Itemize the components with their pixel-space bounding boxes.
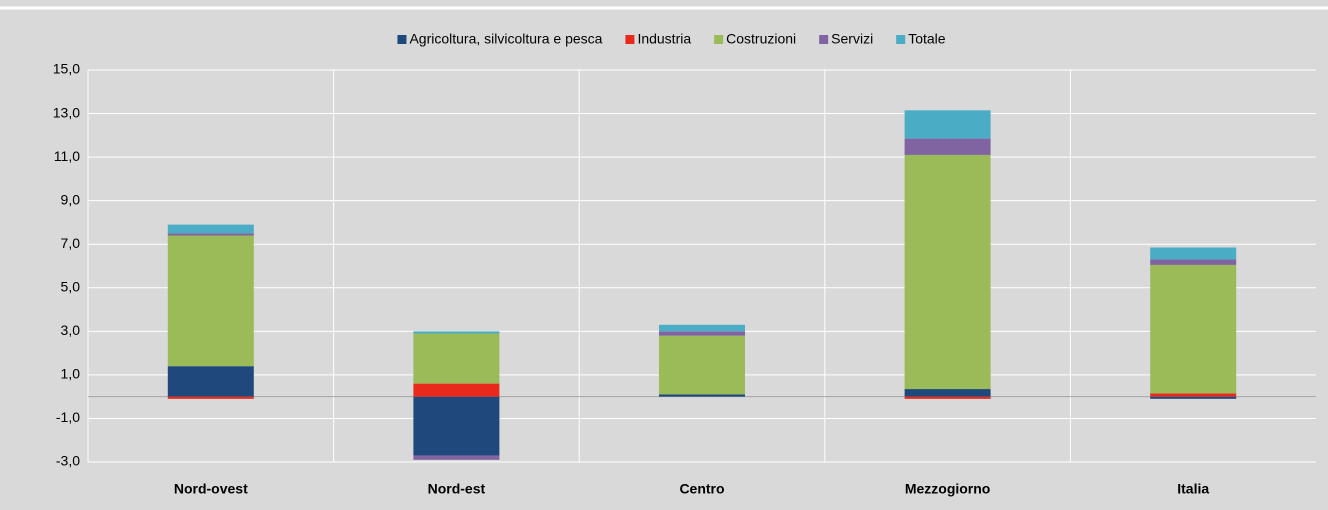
bar-segment [659,335,745,395]
bar-segment [413,383,500,397]
x-tick-label: Nord-est [428,481,486,497]
y-tick-label: 1,0 [61,366,81,382]
bar-segment [904,154,991,390]
x-tick-label: Italia [1177,481,1209,497]
bar-segment [904,138,991,155]
y-tick-label: 11,0 [54,148,80,164]
legend-swatch [896,35,906,44]
bar-segment [1150,259,1237,265]
y-tick-label: 13,0 [53,104,80,120]
bar-segment [904,389,991,397]
bar-segment [167,396,254,399]
bar-segment [167,366,254,397]
bar-segment [413,333,500,384]
bar-segment [904,396,991,399]
y-tick-label: 3,0 [61,322,81,338]
bar-segment [1150,393,1237,397]
y-tick-label: -1,0 [56,409,80,425]
legend-label: Industria [637,31,691,47]
x-tick-label: Nord-ovest [174,481,248,497]
y-tick-label: 7,0 [61,235,81,251]
bar-segment [659,394,745,397]
legend-swatch [397,35,407,44]
legend-swatch [714,35,724,44]
x-tick-label: Centro [679,481,724,497]
legend-label: Costruzioni [726,31,796,47]
bar-segment [1150,396,1237,399]
bar-segment [1150,264,1237,394]
y-tick-label: -3,0 [56,453,80,469]
bar-segment [904,110,991,139]
bar-segment [659,324,745,332]
legend-swatch [625,35,635,44]
bar-segment [1150,247,1237,260]
legend-label: Totale [908,31,946,47]
bar-segment [659,331,745,336]
bar-segment [413,455,500,460]
x-tick-label: Mezzogiorno [905,481,991,497]
bar-segment [167,224,254,234]
legend-label: Servizi [831,31,873,47]
y-tick-label: 9,0 [61,191,81,207]
y-tick-label: 15,0 [53,61,80,77]
legend-label: Agricoltura, silvicoltura e pesca [409,31,602,47]
bar-segment [167,233,254,236]
y-tick-label: 5,0 [61,278,81,294]
bar-segment [167,235,254,367]
bar-segment [413,331,500,334]
legend-swatch [819,35,829,44]
bar-segment [413,396,500,456]
